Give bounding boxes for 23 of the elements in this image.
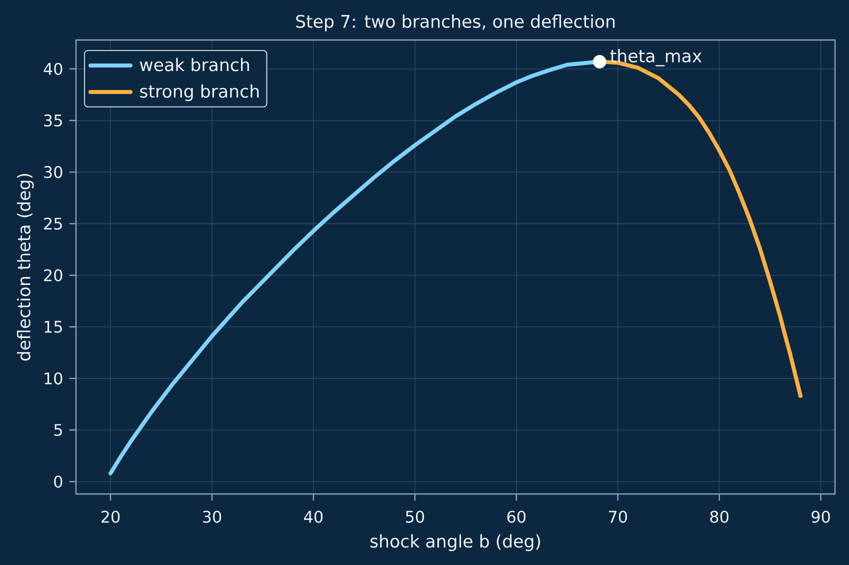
y-tick-label: 20 [44, 269, 62, 282]
y-tick-label: 10 [44, 372, 62, 384]
x-tick-label: 50 [406, 510, 424, 523]
annotation: theta_max [610, 49, 702, 66]
legend-label: weak branch [140, 58, 249, 72]
y-tick-label: 40 [44, 62, 62, 75]
x-tick-label: 30 [203, 510, 222, 523]
y-tick-label: 30 [44, 166, 62, 178]
x-tick-label: 20 [101, 510, 120, 523]
chart-title: Step 7: two branches, one deflection [296, 14, 615, 32]
y-tick-label: 0 [54, 476, 62, 488]
legend-label: strong branch [140, 84, 259, 102]
x-axis-title: shock angle b (deg) [370, 534, 540, 552]
x-tick-label: 80 [710, 510, 728, 523]
x-tick-label: 70 [609, 510, 627, 523]
y-tick-label: 25 [44, 218, 62, 230]
y-tick-label: 15 [44, 320, 62, 333]
y-tick-label: 5 [54, 424, 62, 436]
y-tick-label: 35 [44, 114, 62, 127]
x-tick-label: 90 [812, 510, 830, 523]
y-axis-title: deflection theta (deg) [17, 174, 34, 361]
x-tick-label: 60 [507, 510, 526, 523]
x-tick-label: 40 [304, 510, 323, 523]
